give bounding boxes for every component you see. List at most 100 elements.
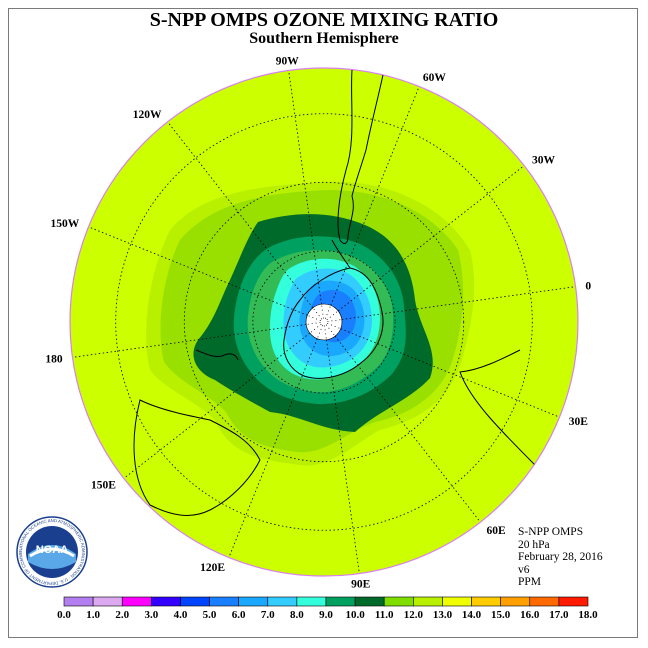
pole-dot bbox=[322, 325, 324, 327]
pole-dot bbox=[329, 306, 331, 308]
pole-dot bbox=[330, 324, 332, 326]
pole-dot bbox=[317, 326, 319, 328]
pole-dot bbox=[314, 328, 316, 330]
colorbar-swatch bbox=[529, 596, 560, 607]
colorbar-tick-label: 4.0 bbox=[174, 609, 188, 621]
colorbar-tick-label: 9.0 bbox=[319, 609, 333, 621]
coast-new-zealand bbox=[195, 349, 239, 361]
map-title: S-NPP OMPS OZONE MIXING RATIO bbox=[149, 9, 499, 31]
colorbar: 0.0 1.0 2.0 3.0 4.0 5.0 6.0 7.0 8.0 9.0 10.0 11.0 12… bbox=[57, 596, 598, 621]
pole-dot bbox=[325, 324, 327, 326]
colorbar-swatch bbox=[471, 596, 501, 607]
longitude-label: 150W bbox=[50, 218, 79, 230]
pole-dot bbox=[332, 314, 334, 316]
pole-dot bbox=[311, 323, 313, 325]
pole-dot bbox=[320, 328, 322, 330]
pole-dot bbox=[316, 312, 318, 314]
colorbar-tick-label: 14.0 bbox=[462, 609, 482, 621]
info-date: February 28, 2016 bbox=[518, 551, 603, 563]
pole-dot bbox=[319, 320, 321, 322]
info-block: S-NPP OMPS 20 hPa February 28, 2016 v6 P… bbox=[518, 526, 603, 589]
colorbar-tick-label: 5.0 bbox=[203, 609, 217, 621]
colorbar-swatch bbox=[63, 596, 94, 607]
coast-peninsula bbox=[331, 239, 351, 269]
longitude-label: 0 bbox=[585, 280, 591, 292]
meridian-line bbox=[288, 70, 322, 305]
pole-dot bbox=[315, 322, 317, 324]
pole-dot bbox=[318, 315, 320, 317]
noaa-logo: NOAA NATIONAL OCEANIC AND ATMOSPHERIC AD… bbox=[16, 516, 88, 588]
pole-dot bbox=[321, 318, 323, 320]
colorbar-swatch bbox=[92, 596, 123, 607]
longitude-label: 90W bbox=[276, 56, 300, 68]
meridian-line bbox=[341, 286, 576, 320]
pole-dot bbox=[325, 333, 327, 335]
pole-dot bbox=[329, 316, 331, 318]
meridian-line bbox=[72, 324, 307, 358]
pole-dot bbox=[327, 322, 329, 324]
colorbar-swatch bbox=[180, 596, 210, 607]
graticule bbox=[72, 70, 576, 574]
meridian-line bbox=[337, 165, 525, 312]
noaa-logo-text: NOAA bbox=[36, 544, 68, 556]
colorbar-tick-label: 15.0 bbox=[491, 609, 511, 621]
figure-frame bbox=[8, 8, 638, 638]
longitude-labels: 90W 60W 30W 0 30E 60E 90E 120E 150E 180 150W 120W bbox=[45, 56, 591, 591]
colorbar-swatch bbox=[151, 596, 181, 607]
pole-dot bbox=[321, 305, 323, 307]
pole-dots bbox=[307, 305, 341, 339]
pole-dot bbox=[310, 331, 312, 333]
info-instrument: S-NPP OMPS bbox=[518, 526, 584, 538]
longitude-label: 90E bbox=[351, 578, 371, 590]
pole-dot bbox=[326, 319, 328, 321]
pole-dot bbox=[335, 319, 337, 321]
pole-cap bbox=[305, 303, 343, 341]
colorbar-swatch bbox=[209, 596, 239, 607]
colorbar-swatch bbox=[121, 596, 152, 607]
colorbar-tick-label: 6.0 bbox=[232, 609, 246, 621]
longitude-label: 60E bbox=[487, 525, 507, 537]
colorbar-tick-label: 18.0 bbox=[578, 609, 598, 621]
coast-antarctica bbox=[283, 267, 384, 379]
pole-dot bbox=[325, 337, 327, 339]
pole-dot bbox=[307, 323, 309, 325]
colorbar-tick-label: 3.0 bbox=[144, 609, 158, 621]
colorbar-tick-label: 17.0 bbox=[549, 609, 569, 621]
pole-dot bbox=[317, 336, 319, 338]
meridian-line bbox=[334, 335, 481, 523]
longitude-label: 150E bbox=[91, 480, 116, 492]
colorbar-tick-label: 7.0 bbox=[261, 609, 275, 621]
meridian-line bbox=[340, 328, 560, 418]
colorbar-tick-label: 16.0 bbox=[520, 609, 540, 621]
meridian-line bbox=[228, 338, 318, 558]
colorbar-tick-label: 12.0 bbox=[404, 609, 424, 621]
latitude-circle bbox=[252, 250, 396, 394]
info-version: v6 bbox=[518, 563, 530, 576]
pole-dot bbox=[328, 327, 330, 329]
meridian-line bbox=[330, 86, 420, 306]
pole-dot bbox=[338, 327, 340, 329]
info-level: 20 hPa bbox=[518, 538, 550, 551]
pole-dot bbox=[326, 314, 328, 316]
pole-dot bbox=[313, 308, 315, 310]
colorbar-tick-label: 11.0 bbox=[375, 609, 394, 621]
pole-dot bbox=[322, 313, 324, 315]
pole-dot bbox=[336, 311, 338, 313]
pole-dot bbox=[319, 322, 321, 324]
pole-dot bbox=[322, 317, 324, 319]
pole-dot bbox=[319, 332, 321, 334]
pole-dot bbox=[324, 317, 326, 319]
pole-dot bbox=[320, 323, 322, 325]
colorbar-swatch bbox=[558, 596, 589, 607]
colorbar-swatch bbox=[267, 596, 298, 607]
meridian-line bbox=[167, 121, 314, 309]
coast-south-america bbox=[337, 69, 385, 244]
meridian-line bbox=[123, 332, 311, 479]
pole-dot bbox=[333, 334, 335, 336]
pole-dot bbox=[327, 320, 329, 322]
colorbar-swatch bbox=[500, 596, 531, 607]
map-subtitle: Southern Hemisphere bbox=[249, 30, 399, 47]
longitude-label: 180 bbox=[45, 354, 63, 366]
colorbar-swatch bbox=[383, 596, 414, 607]
